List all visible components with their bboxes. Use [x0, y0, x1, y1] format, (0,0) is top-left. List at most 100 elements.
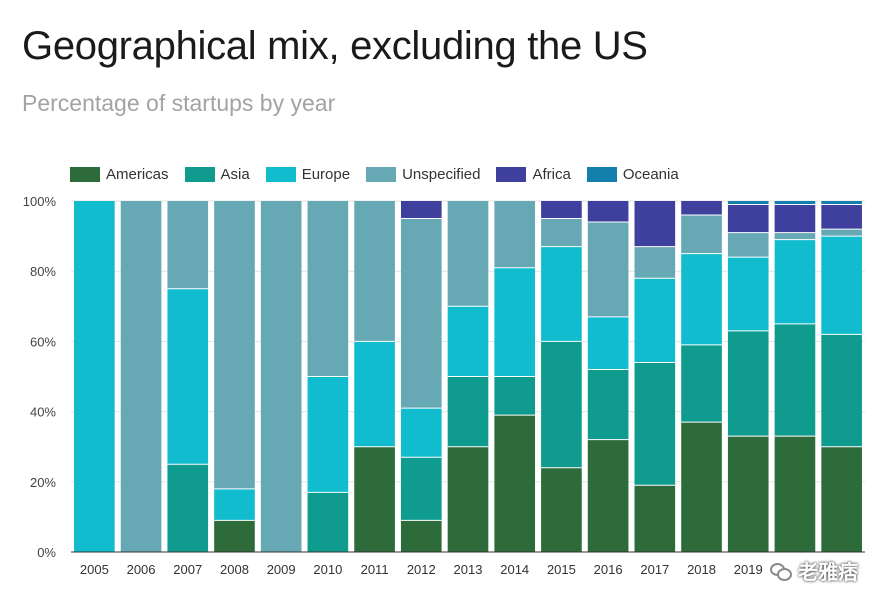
bar-segment-europe-2010: [307, 376, 349, 493]
bar-segment-unspecified-2021: [821, 229, 862, 237]
legend-swatch-europe: [265, 167, 296, 182]
bar-segment-americas-2015: [541, 467, 582, 552]
bar-segment-africa-2015: [541, 201, 582, 219]
y-tick-label: 20%: [30, 475, 56, 490]
bar-segment-oceania-2020: [774, 201, 816, 205]
wechat-icon: [770, 562, 792, 581]
x-tick-label: 2014: [500, 562, 529, 577]
bar-segment-unspecified-2009: [260, 201, 302, 552]
bar-segment-africa-2018: [681, 201, 722, 216]
bar-segment-unspecified-2019: [727, 232, 769, 258]
bar-segment-unspecified-2013: [447, 201, 489, 307]
legend-label-africa: Africa: [532, 166, 571, 183]
legend-swatch-asia: [184, 167, 215, 182]
bar-segment-africa-2012: [400, 201, 442, 219]
bar-segment-asia-2017: [634, 362, 676, 486]
y-tick-label: 80%: [30, 264, 56, 279]
bar-segment-africa-2017: [634, 201, 676, 247]
x-tick-label: 2018: [687, 562, 716, 577]
legend-label-unspecified: Unspecified: [402, 166, 481, 183]
bar-segment-africa-2021: [821, 204, 862, 230]
bar-segment-unspecified-2011: [354, 201, 395, 342]
x-tick-label: 2011: [361, 562, 389, 577]
bar-segment-africa-2019: [727, 204, 769, 233]
bar-segment-europe-2011: [354, 341, 395, 447]
bar-segment-asia-2019: [727, 330, 769, 437]
bar-segment-americas-2008: [214, 520, 255, 552]
bar-segment-europe-2016: [587, 316, 629, 370]
x-tick-label: 2007: [173, 562, 202, 577]
y-tick-label: 0%: [37, 545, 56, 560]
x-tick-label: 2013: [454, 562, 483, 577]
legend-label-asia: Asia: [220, 166, 250, 183]
bar-segment-europe-2007: [167, 288, 209, 465]
bar-segment-europe-2019: [727, 257, 769, 331]
legend-item-americas: Americas: [70, 166, 169, 183]
bar-segment-asia-2016: [587, 369, 629, 440]
x-tick-label: 2016: [594, 562, 623, 577]
bar-segment-europe-2008: [214, 488, 255, 521]
bar-segment-asia-2021: [821, 334, 862, 447]
chart-subtitle: Percentage of startups by year: [22, 90, 336, 116]
bar-segment-unspecified-2006: [120, 201, 162, 552]
x-tick-label: 2012: [407, 562, 436, 577]
chart-title: Geographical mix, excluding the US: [22, 24, 648, 68]
x-tick-label: 2015: [547, 562, 576, 577]
bar-segment-americas-2018: [681, 422, 722, 552]
y-tick-label: 60%: [30, 334, 56, 349]
x-tick-label: 2017: [640, 562, 669, 577]
legend-item-europe: Europe: [265, 166, 351, 183]
bar-segment-europe-2005: [74, 201, 115, 552]
bar-segment-europe-2021: [821, 236, 862, 335]
bar-segment-americas-2020: [774, 436, 816, 552]
bar-segment-africa-2016: [587, 201, 629, 223]
legend-item-asia: Asia: [184, 166, 250, 183]
legend-swatch-oceania: [586, 167, 617, 182]
legend-item-oceania: Oceania: [586, 166, 679, 183]
bar-segment-asia-2013: [447, 376, 489, 447]
bar-segment-europe-2012: [400, 408, 442, 458]
legend-swatch-unspecified: [366, 167, 397, 182]
bar-segment-unspecified-2007: [167, 201, 209, 289]
bar-segment-oceania-2021: [821, 201, 862, 205]
bar-segment-americas-2013: [447, 446, 489, 552]
legend-label-americas: Americas: [106, 166, 169, 183]
bar-segment-americas-2017: [634, 485, 676, 552]
bar-segment-oceania-2019: [727, 201, 769, 205]
y-tick-label: 40%: [30, 405, 56, 420]
bar-segment-asia-2020: [774, 323, 816, 437]
bar-segment-asia-2014: [494, 376, 536, 416]
x-tick-label: 2009: [267, 562, 296, 577]
x-tick-label: 2019: [734, 562, 763, 577]
bar-segment-asia-2015: [541, 341, 582, 468]
bar-segment-europe-2020: [774, 239, 816, 324]
x-tick-label: 2008: [220, 562, 249, 577]
watermark: 老雅痞: [770, 556, 858, 585]
legend-item-unspecified: Unspecified: [366, 166, 480, 183]
bar-segment-unspecified-2020: [774, 232, 816, 240]
bar-segment-americas-2021: [821, 446, 862, 552]
x-tick-label: 2010: [313, 562, 342, 577]
bar-segment-unspecified-2012: [400, 218, 442, 409]
bar-segment-europe-2018: [681, 253, 722, 345]
legend-label-europe: Europe: [301, 166, 351, 183]
bar-segment-unspecified-2010: [307, 201, 349, 377]
legend-item-africa: Africa: [496, 166, 571, 183]
bar-segment-unspecified-2017: [634, 246, 676, 279]
bar-segment-unspecified-2018: [681, 215, 722, 254]
legend-swatch-americas: [70, 167, 100, 182]
bar-segment-americas-2011: [354, 446, 395, 552]
chart-legend: Americas Asia Europe Unspecified Africa …: [70, 166, 695, 183]
bar-segment-unspecified-2008: [214, 201, 255, 489]
x-tick-label: 2006: [127, 562, 156, 577]
bar-segment-unspecified-2014: [494, 201, 536, 268]
bar-segment-europe-2015: [541, 246, 582, 342]
bar-segment-europe-2013: [447, 306, 489, 377]
x-tick-label: 2005: [80, 562, 109, 577]
bar-segment-americas-2012: [400, 520, 442, 552]
bar-segment-unspecified-2016: [587, 222, 629, 317]
bar-segment-asia-2012: [400, 457, 442, 521]
bar-segment-europe-2017: [634, 278, 676, 363]
y-tick-label: 100%: [23, 194, 57, 209]
